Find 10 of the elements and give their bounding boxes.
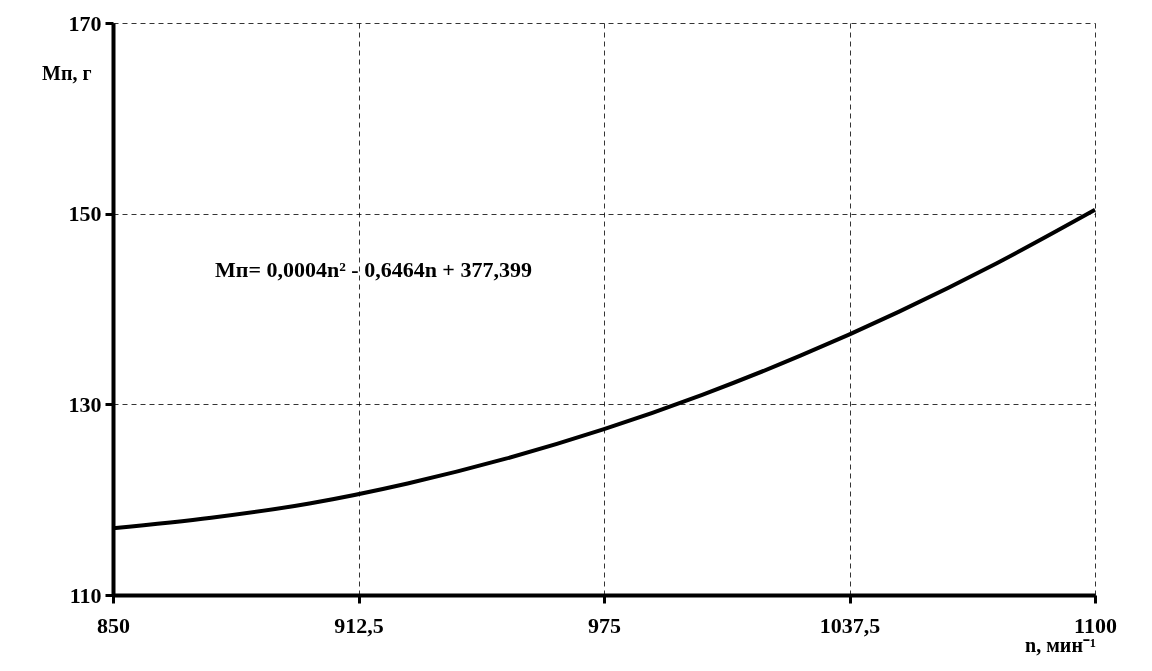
annotation: Мп= 0,0004n² - 0,6464n + 377,399	[215, 257, 532, 282]
x-tick-label: 912,5	[334, 612, 384, 638]
y-tick-label: 130	[68, 391, 102, 417]
y-tick-label: 150	[68, 201, 102, 227]
y-axis-title: Мп, г	[42, 61, 92, 84]
x-tick-label: 850	[97, 612, 130, 638]
x-tick-label: 975	[588, 612, 621, 638]
y-tick-label: 110	[69, 582, 102, 608]
y-tick-label: 170	[68, 10, 102, 36]
x-tick-label: 1037,5	[819, 612, 881, 638]
